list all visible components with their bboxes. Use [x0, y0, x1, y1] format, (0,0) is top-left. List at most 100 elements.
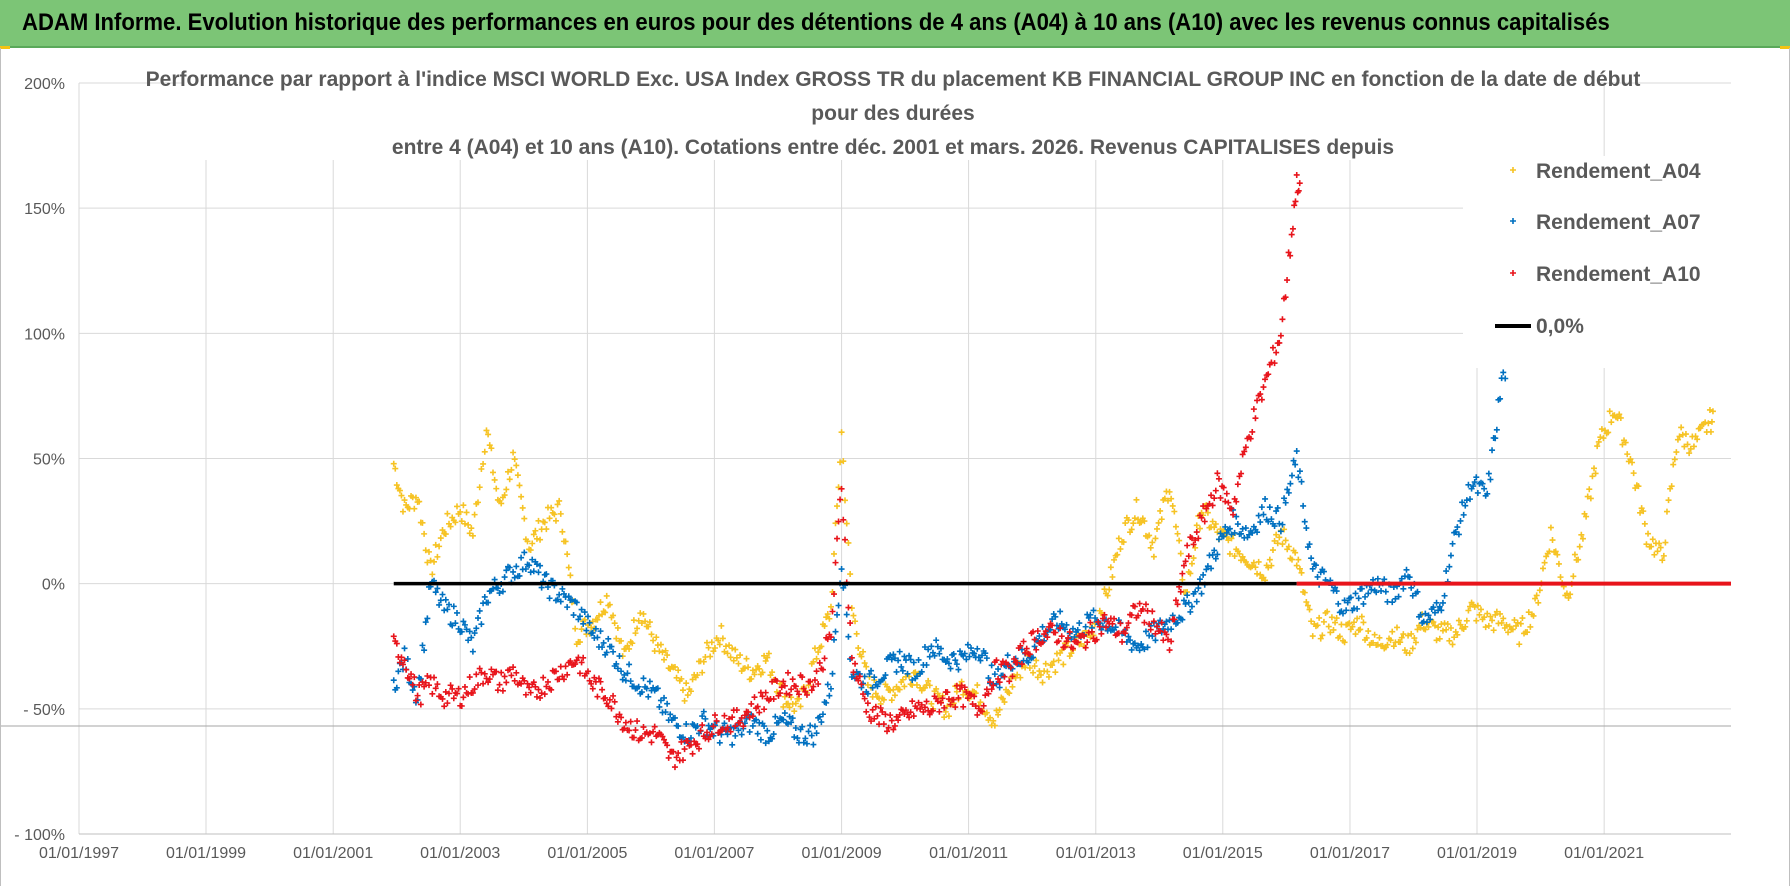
data-point	[1296, 565, 1303, 572]
data-point	[1036, 633, 1043, 640]
data-point	[983, 709, 990, 716]
data-point	[1004, 652, 1011, 659]
data-point	[559, 528, 566, 535]
data-point	[813, 730, 820, 737]
title-background	[183, 58, 1601, 160]
data-point	[1020, 638, 1027, 645]
data-point	[589, 618, 596, 625]
data-point	[608, 643, 615, 650]
data-point	[634, 718, 641, 725]
data-point	[416, 498, 423, 505]
data-point	[860, 648, 867, 655]
data-point	[1238, 470, 1245, 477]
data-point	[968, 691, 975, 698]
data-point	[741, 665, 748, 672]
data-point	[729, 741, 736, 748]
data-point	[594, 693, 601, 700]
data-point	[1034, 674, 1041, 681]
data-point	[1135, 516, 1142, 523]
data-point	[735, 660, 742, 667]
data-point	[840, 458, 847, 465]
data-point	[1109, 620, 1116, 627]
data-point	[1228, 531, 1235, 538]
data-point	[961, 684, 968, 691]
data-point	[684, 692, 691, 699]
data-point	[995, 711, 1002, 718]
data-point	[592, 625, 599, 632]
data-point	[1438, 607, 1445, 614]
data-point	[1408, 584, 1415, 591]
data-point	[1092, 614, 1099, 621]
data-point	[829, 670, 836, 677]
data-point	[961, 650, 968, 657]
data-point	[803, 740, 810, 747]
data-point	[653, 634, 660, 641]
data-point	[1306, 541, 1313, 548]
data-point	[761, 706, 768, 713]
data-point	[958, 682, 965, 689]
data-point	[530, 679, 537, 686]
data-point	[481, 593, 488, 600]
data-point	[1344, 599, 1351, 606]
data-point	[606, 696, 613, 703]
data-point	[1111, 556, 1118, 563]
data-point	[960, 703, 967, 710]
data-point	[863, 663, 870, 670]
data-point	[1451, 634, 1458, 641]
data-point	[1293, 448, 1300, 455]
data-point	[659, 649, 666, 656]
data-point	[845, 633, 852, 640]
data-point	[650, 728, 657, 735]
data-point	[957, 686, 964, 693]
data-point	[1179, 576, 1186, 583]
data-point	[1026, 664, 1033, 671]
data-point	[524, 538, 531, 545]
data-point	[831, 591, 838, 598]
data-point	[1082, 644, 1089, 651]
data-point	[414, 692, 421, 699]
data-point	[784, 720, 791, 727]
data-point	[689, 676, 696, 683]
data-point	[1687, 445, 1694, 452]
data-point	[990, 682, 997, 689]
x-tick-label: 01/01/2005	[547, 845, 627, 862]
data-point	[1500, 615, 1507, 622]
data-point	[455, 685, 462, 692]
data-point	[745, 709, 752, 716]
data-point	[432, 685, 439, 692]
data-point	[896, 686, 903, 693]
data-point	[711, 645, 718, 651]
data-point	[449, 685, 456, 692]
data-point	[780, 716, 787, 723]
data-point	[488, 666, 495, 673]
data-point	[1250, 406, 1257, 413]
data-point	[837, 496, 844, 503]
data-point	[511, 677, 518, 684]
data-point	[1433, 599, 1440, 606]
data-point	[675, 723, 682, 730]
data-point	[450, 603, 457, 610]
data-point	[1117, 620, 1124, 627]
data-point	[425, 682, 432, 689]
data-point	[1346, 620, 1353, 627]
data-point	[1242, 525, 1249, 532]
data-point	[772, 713, 779, 720]
data-point	[1049, 622, 1056, 629]
data-point	[1260, 384, 1267, 391]
data-point	[513, 462, 520, 469]
data-point	[1033, 657, 1040, 664]
data-point	[1193, 522, 1200, 529]
data-point	[847, 620, 854, 627]
data-point	[432, 589, 439, 596]
data-point	[471, 630, 478, 637]
data-point	[447, 523, 454, 530]
data-point	[505, 468, 512, 475]
data-point	[733, 654, 740, 661]
data-point	[1177, 588, 1184, 595]
data-point	[1389, 628, 1396, 635]
data-point	[1017, 674, 1024, 681]
data-point	[1425, 623, 1432, 630]
data-point	[700, 658, 707, 665]
data-point	[1055, 638, 1062, 645]
y-tick-label: 100%	[24, 326, 65, 343]
